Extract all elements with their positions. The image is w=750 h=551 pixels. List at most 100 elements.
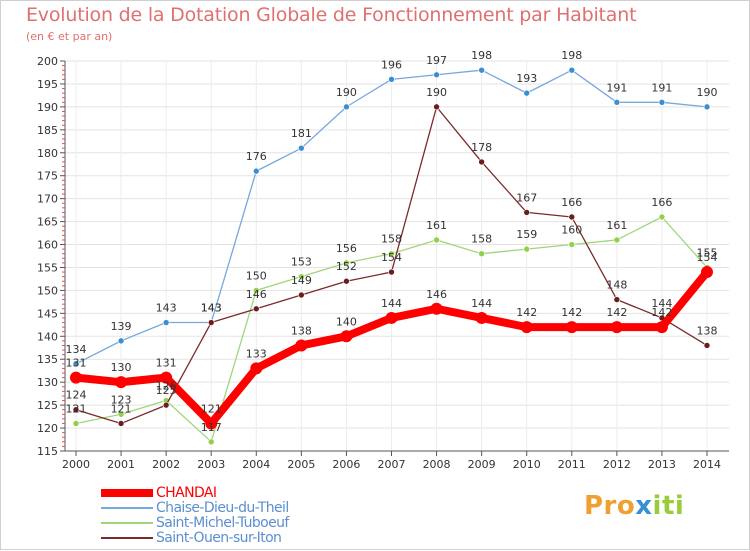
y-tick-label: 175: [37, 170, 58, 183]
data-label: 197: [426, 54, 447, 67]
data-label: 133: [246, 347, 267, 360]
data-label: 160: [561, 224, 582, 237]
x-tick-label: 2013: [648, 458, 676, 471]
data-label: 150: [246, 269, 267, 282]
series-point: [478, 250, 485, 258]
data-label: 191: [606, 81, 627, 94]
series-point: [613, 236, 621, 244]
data-label: 134: [66, 343, 87, 356]
series-point: [658, 213, 666, 221]
x-tick-label: 2014: [693, 458, 721, 471]
logo-part-1: Pro: [584, 491, 636, 521]
series-point: [343, 277, 350, 285]
series-point: [565, 321, 578, 334]
series-point: [298, 291, 305, 299]
series-point: [72, 406, 80, 414]
series-point: [568, 213, 576, 221]
data-label: 142: [516, 306, 537, 319]
x-tick-label: 2000: [62, 458, 90, 471]
data-label: 193: [516, 72, 537, 85]
y-tick-label: 145: [37, 307, 58, 320]
series-point: [205, 417, 218, 430]
data-label: 117: [201, 421, 222, 434]
series-point: [475, 311, 488, 324]
data-label: 138: [291, 324, 312, 337]
data-label: 190: [426, 86, 447, 99]
y-tick-label: 155: [37, 261, 58, 274]
data-label: 131: [156, 357, 177, 370]
data-label: 190: [336, 86, 357, 99]
data-label: 138: [697, 324, 718, 337]
y-tick-label: 150: [37, 284, 58, 297]
legend-label: Saint-Ouen-sur-Iton: [156, 530, 282, 546]
series-point: [478, 66, 485, 74]
data-label: 176: [246, 150, 267, 163]
series-point: [117, 420, 125, 427]
y-tick-label: 180: [37, 147, 58, 160]
x-tick-label: 2008: [423, 458, 451, 471]
series-point: [343, 259, 350, 267]
data-label: 142: [606, 306, 627, 319]
data-label: 159: [516, 228, 537, 241]
y-tick-label: 185: [37, 124, 58, 137]
x-tick-label: 2006: [332, 458, 360, 471]
series-point: [252, 167, 260, 175]
data-label: 191: [651, 81, 672, 94]
series-point: [523, 209, 531, 216]
data-label: 156: [336, 242, 357, 255]
series-point: [568, 66, 576, 74]
series-point: [295, 339, 308, 352]
x-tick-label: 2007: [378, 458, 406, 471]
x-tick-label: 2002: [152, 458, 180, 471]
data-label: 121: [111, 402, 132, 415]
series-point: [117, 337, 125, 345]
data-label: 125: [156, 384, 177, 397]
data-label: 143: [201, 302, 222, 315]
data-label: 121: [66, 402, 87, 415]
y-tick-label: 200: [37, 55, 58, 68]
x-tick-label: 2003: [197, 458, 225, 471]
y-tick-label: 120: [37, 422, 58, 435]
data-label: 131: [66, 357, 87, 370]
series-point: [430, 302, 443, 315]
x-tick-label: 2004: [242, 458, 270, 471]
series-point: [72, 420, 80, 427]
series-point: [523, 245, 531, 253]
axes: 115 120 125 130 135 140 145 150 155 160 165 170 175 1…: [37, 55, 729, 471]
data-label: 166: [561, 196, 582, 209]
data-label: 154: [381, 251, 402, 264]
data-label: 178: [471, 141, 492, 154]
data-label: 181: [291, 127, 312, 140]
logo-part-2: x: [635, 491, 653, 521]
series-point: [343, 103, 350, 111]
data-label: 198: [561, 49, 582, 62]
data-label: 130: [111, 361, 132, 374]
x-tick-label: 2011: [558, 458, 586, 471]
series-point: [340, 330, 353, 343]
legend-label: Saint-Michel-Tuboeuf: [156, 515, 289, 531]
series-point: [568, 241, 576, 248]
data-label: 198: [471, 49, 492, 62]
x-tick-label: 2001: [107, 458, 135, 471]
legend-label: Chaise-Dieu-du-Theil: [156, 500, 289, 516]
y-tick-label: 160: [37, 239, 58, 252]
data-label: 152: [336, 260, 357, 273]
data-label: 161: [426, 219, 447, 232]
series-point: [610, 321, 623, 334]
data-label: 155: [697, 246, 718, 259]
proxiti-logo: Proxiti: [584, 491, 684, 521]
data-label: 123: [111, 393, 132, 406]
data-label: 142: [651, 306, 672, 319]
series-point: [658, 98, 666, 106]
series-point: [117, 410, 125, 418]
series-point: [162, 401, 170, 409]
logo-part-3: iti: [652, 491, 685, 521]
data-label: 143: [201, 302, 222, 315]
legend-swatch: [101, 489, 153, 497]
x-tick-label: 2005: [287, 458, 315, 471]
data-label: 124: [66, 389, 87, 402]
series-point: [388, 250, 395, 258]
data-label: 158: [471, 233, 492, 246]
